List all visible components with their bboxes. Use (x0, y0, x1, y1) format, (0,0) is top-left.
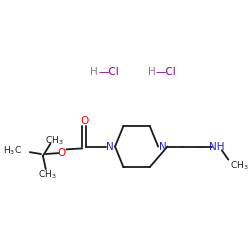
Text: H$_3$C: H$_3$C (4, 145, 22, 158)
Text: H: H (148, 67, 155, 77)
Text: —Cl: —Cl (98, 67, 119, 77)
Text: NH: NH (209, 142, 225, 152)
Text: N: N (159, 142, 167, 152)
Text: O: O (58, 148, 66, 158)
Text: CH$_3$: CH$_3$ (45, 135, 64, 147)
Text: H: H (90, 67, 98, 77)
Text: N: N (106, 142, 114, 152)
Text: —Cl: —Cl (155, 67, 176, 77)
Text: CH$_3$: CH$_3$ (38, 168, 57, 181)
Text: CH$_3$: CH$_3$ (230, 159, 249, 172)
Text: O: O (80, 116, 88, 126)
